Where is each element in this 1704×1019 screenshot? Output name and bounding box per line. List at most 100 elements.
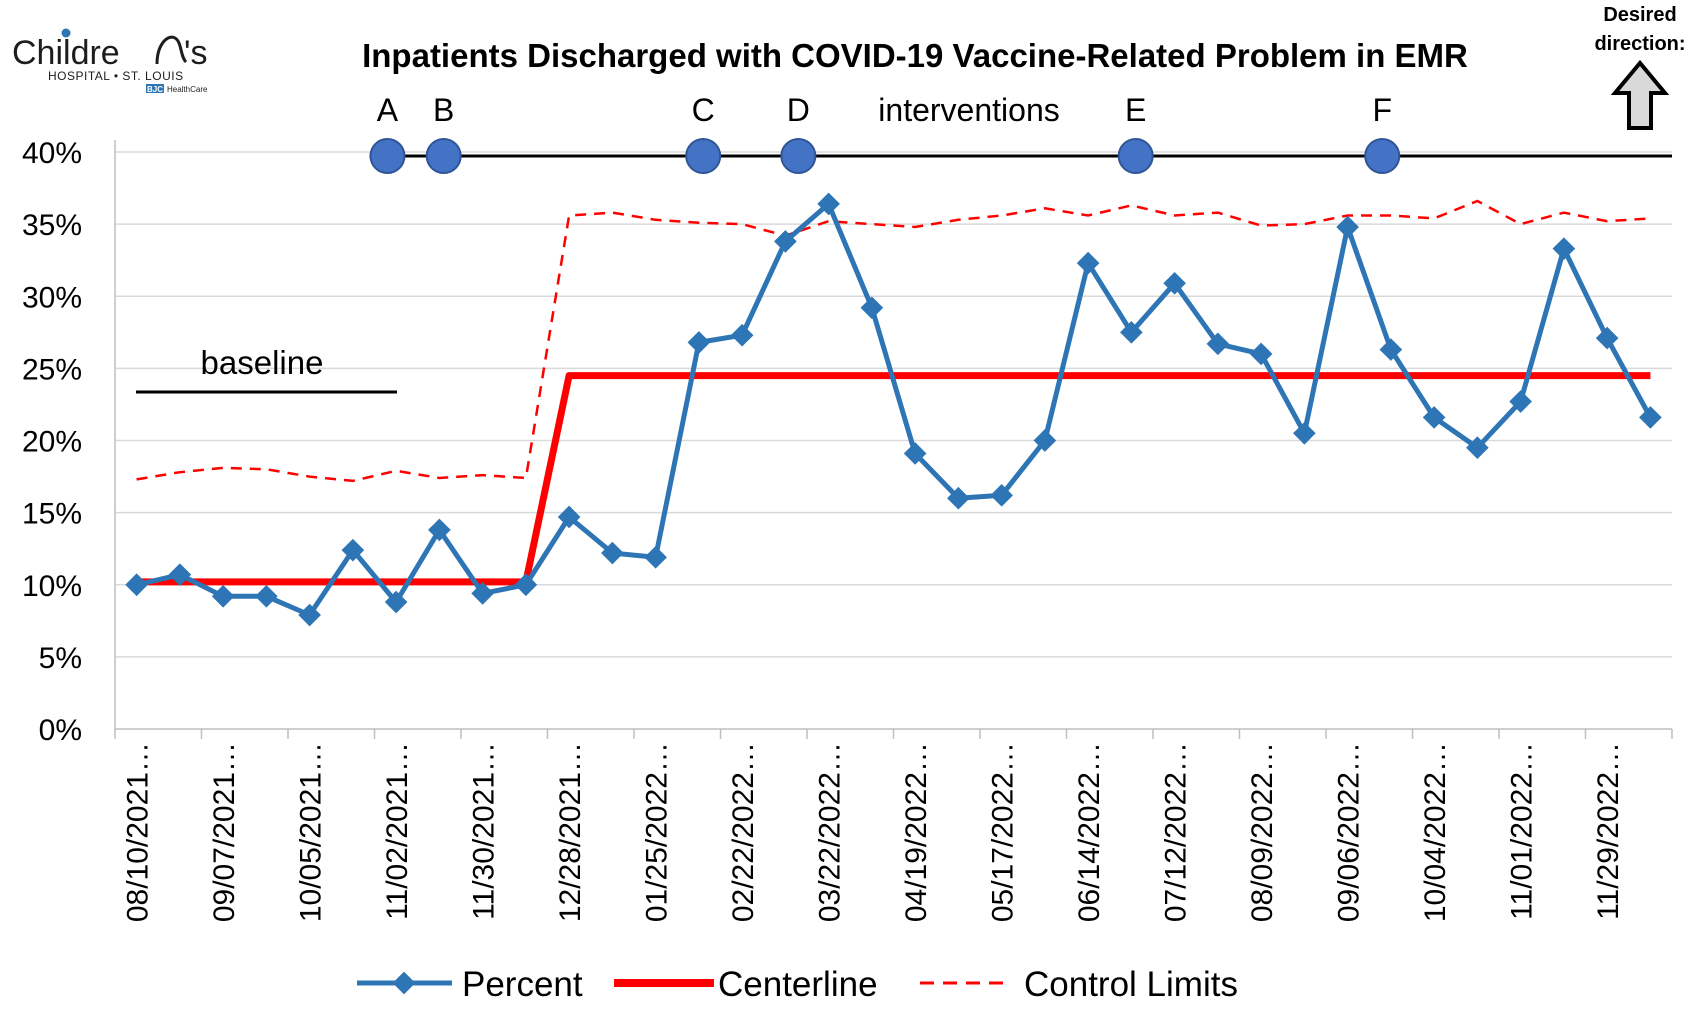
data-series (125, 192, 1662, 627)
data-point-percent (903, 442, 927, 465)
data-point-percent (1466, 436, 1489, 460)
y-tick-labels: 0% 5% 10% 15% 20% 25% 30% 35% 40% (22, 137, 82, 747)
x-tick-label: 08/10/2021… (122, 742, 155, 922)
legend: Percent Centerline Control Limits (357, 965, 1238, 1004)
y-tick-label: 35% (22, 209, 82, 242)
data-point-percent (1509, 390, 1532, 413)
data-point-percent (1422, 406, 1446, 429)
y-tick-label: 15% (22, 498, 82, 531)
x-tick-label: 07/12/2022… (1160, 742, 1193, 922)
data-point-percent (471, 582, 494, 605)
x-tick-label: 06/14/2022… (1073, 742, 1106, 922)
data-point-percent (990, 484, 1013, 507)
x-tick-label: 10/04/2022… (1419, 742, 1452, 922)
x-tick-label: 11/30/2021… (468, 742, 501, 920)
intervention-marker-label: B (433, 92, 454, 128)
legend-item-control-limits: Control Limits (920, 965, 1238, 1004)
logo-dot-icon (61, 28, 71, 38)
intervention-marker-label: A (377, 92, 399, 128)
data-point-percent (644, 546, 667, 569)
intervention-marker (685, 138, 722, 174)
data-point-percent (125, 573, 148, 597)
legend-item-percent: Percent (357, 965, 583, 1004)
data-point-percent (1595, 326, 1619, 350)
data-point-percent (341, 538, 365, 562)
data-point-percent (384, 590, 408, 614)
x-tick-label: 08/09/2022… (1246, 742, 1279, 922)
hospital-logo: Childre 's HOSPITAL • ST. LOUIS BJC Heal… (12, 28, 208, 94)
logo-name-left: Childre (12, 34, 120, 72)
x-tick-label: 12/28/2021… (554, 742, 587, 922)
desired-direction-line2: direction: (1594, 33, 1685, 55)
legend-marker-percent (392, 971, 416, 995)
x-tick-label: 05/17/2022… (987, 742, 1020, 922)
x-tick-label: 03/22/2022… (814, 742, 847, 922)
data-point-percent (1120, 320, 1143, 344)
y-tick-label: 0% (39, 714, 82, 747)
data-point-percent (730, 323, 754, 347)
data-point-percent (1336, 215, 1359, 239)
data-point-percent (557, 505, 581, 529)
x-tick-labels: 08/10/2021… 09/07/2021… 10/05/2021… 11/02/2… (122, 742, 1626, 922)
logo-badge-box (146, 84, 164, 93)
intervention-marker-label: E (1125, 92, 1146, 128)
data-point-percent (298, 603, 321, 627)
logo-subtitle: HOSPITAL • ST. LOUIS (48, 69, 184, 83)
desired-direction-line1: Desired (1603, 4, 1676, 26)
intervention-marker-label: F (1372, 92, 1392, 128)
y-tick-label: 20% (22, 426, 82, 459)
data-point-percent (860, 296, 884, 320)
desired-direction: Desired direction: (1594, 4, 1686, 130)
data-point-percent (1552, 237, 1576, 260)
data-point-percent (1639, 406, 1662, 429)
y-tick-label: 30% (22, 281, 82, 314)
x-tick-label: 11/01/2022… (1506, 742, 1539, 920)
x-tick-label: 09/06/2022… (1333, 742, 1366, 922)
legend-label-centerline: Centerline (718, 965, 878, 1004)
data-point-percent (687, 331, 711, 354)
data-point-percent (1163, 271, 1186, 295)
y-tick-label: 25% (22, 353, 82, 386)
data-point-percent (1076, 251, 1100, 275)
legend-label-percent: Percent (462, 965, 583, 1004)
up-arrow-icon (1610, 59, 1670, 130)
logo-name-right: 's (184, 34, 208, 72)
intervention-marker (369, 138, 406, 174)
intervention-marker (1364, 138, 1401, 174)
data-point-percent (947, 486, 970, 510)
data-point-percent (601, 541, 624, 565)
series-line-control-limits (136, 199, 1651, 483)
x-tick-label: 02/22/2022… (727, 742, 760, 922)
legend-item-centerline: Centerline (614, 965, 878, 1004)
data-point-percent (255, 584, 278, 608)
data-point-percent (1293, 421, 1316, 445)
x-tick-label: 04/19/2022… (900, 742, 933, 922)
logo-swirl-icon (155, 35, 188, 65)
data-point-percent (1249, 342, 1273, 366)
logo-badge-text: HealthCare (167, 85, 208, 94)
interventions-label: interventions (878, 92, 1059, 128)
data-point-percent (428, 518, 451, 542)
intervention-marker (780, 138, 817, 174)
logo-badge: BJC (147, 85, 163, 94)
data-point-percent (211, 584, 235, 608)
y-tick-label: 10% (22, 570, 82, 603)
data-point-percent (1033, 429, 1057, 452)
intervention-marker (1117, 138, 1154, 174)
axes (114, 140, 1673, 739)
series-line-percent (136, 201, 1653, 618)
y-tick-label: 5% (39, 642, 82, 675)
data-point-percent (514, 573, 538, 597)
data-point-percent (1379, 338, 1403, 361)
legend-label-control-limits: Control Limits (1024, 965, 1238, 1004)
title-group: Inpatients Discharged with COVID-19 Vacc… (362, 37, 1468, 74)
baseline-label: baseline (201, 344, 324, 381)
intervention-marker-label: D (787, 92, 810, 128)
data-point-percent (1206, 332, 1230, 356)
intervention-marker (425, 138, 462, 174)
x-tick-label: 01/25/2022… (641, 742, 674, 922)
chart-title: Inpatients Discharged with COVID-19 Vacc… (362, 37, 1468, 74)
